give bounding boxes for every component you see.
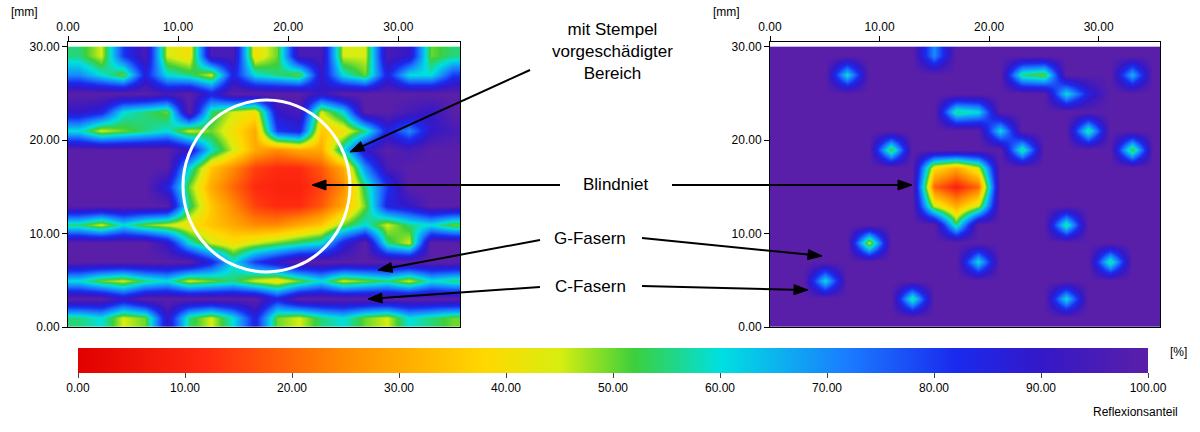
svg-text:70.00: 70.00 xyxy=(812,381,842,395)
svg-text:50.00: 50.00 xyxy=(598,381,628,395)
svg-text:90.00: 90.00 xyxy=(1026,381,1056,395)
svg-text:0.00: 0.00 xyxy=(66,381,90,395)
svg-text:[%]: [%] xyxy=(1170,345,1187,359)
svg-text:30.00: 30.00 xyxy=(30,40,60,54)
svg-text:20.00: 20.00 xyxy=(273,20,303,34)
svg-text:60.00: 60.00 xyxy=(705,381,735,395)
svg-text:0.00: 0.00 xyxy=(758,20,782,34)
svg-text:30.00: 30.00 xyxy=(732,40,762,54)
svg-text:20.00: 20.00 xyxy=(732,133,762,147)
svg-text:20.00: 20.00 xyxy=(277,381,307,395)
svg-text:[mm]: [mm] xyxy=(713,5,740,19)
svg-text:20.00: 20.00 xyxy=(30,133,60,147)
svg-text:10.00: 10.00 xyxy=(170,381,200,395)
svg-text:30.00: 30.00 xyxy=(384,381,414,395)
svg-text:0.00: 0.00 xyxy=(738,320,762,334)
svg-text:Blindniet: Blindniet xyxy=(583,175,648,194)
svg-text:10.00: 10.00 xyxy=(163,20,193,34)
svg-text:10.00: 10.00 xyxy=(865,20,895,34)
svg-text:30.00: 30.00 xyxy=(1084,20,1114,34)
svg-text:G-Fasern: G-Fasern xyxy=(554,229,626,248)
svg-text:10.00: 10.00 xyxy=(732,227,762,241)
svg-text:0.00: 0.00 xyxy=(36,320,60,334)
svg-text:40.00: 40.00 xyxy=(491,381,521,395)
svg-text:mit StempelvorgeschädigterBere: mit StempelvorgeschädigterBereich xyxy=(552,20,673,83)
svg-text:100.00: 100.00 xyxy=(1130,381,1167,395)
svg-text:20.00: 20.00 xyxy=(974,20,1004,34)
svg-text:80.00: 80.00 xyxy=(919,381,949,395)
svg-text:Reflexionsanteil: Reflexionsanteil xyxy=(1093,405,1178,419)
svg-text:30.00: 30.00 xyxy=(383,20,413,34)
svg-text:0.00: 0.00 xyxy=(56,20,80,34)
svg-text:10.00: 10.00 xyxy=(30,227,60,241)
svg-text:[mm]: [mm] xyxy=(11,5,38,19)
svg-text:C-Fasern: C-Fasern xyxy=(555,277,626,296)
